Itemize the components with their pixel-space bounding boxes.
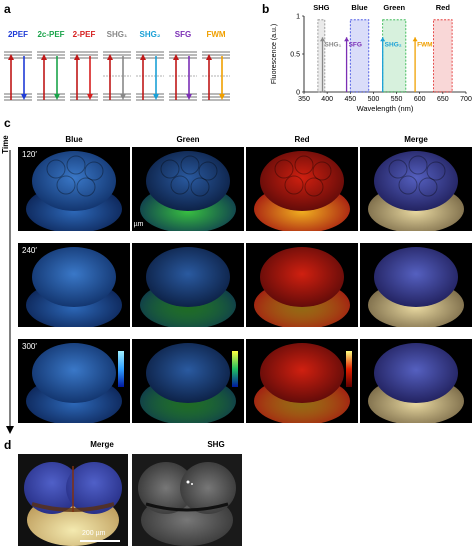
band-label-3: Red [436, 3, 451, 12]
image-merge-row2 [360, 339, 472, 423]
c-scale-text: 200 µm [132, 221, 144, 228]
colorbar-1 [232, 351, 238, 387]
panel-d-letter: d [4, 438, 12, 452]
excitation-arrowhead [107, 54, 113, 60]
d-shg-image [132, 454, 242, 546]
line-label-2: SHG₂ [385, 41, 402, 48]
line-head-3 [412, 37, 418, 42]
y-tick-label: 0 [296, 90, 300, 97]
emission-arrowhead [186, 94, 192, 100]
jablonski-label-6: FWM [206, 30, 226, 39]
x-tick-label: 650 [437, 96, 449, 103]
band-label-2: Green [383, 3, 405, 12]
image-green-row1 [132, 243, 244, 327]
panel-a-diagrams [4, 51, 230, 101]
excitation-arrowhead [173, 54, 179, 60]
jablonski-label-0: 2PEF [7, 30, 28, 39]
y-axis-title: Fluorescence (a.u.) [271, 24, 278, 84]
d-merge-image: 200 µm [18, 454, 128, 546]
line-head-2 [380, 37, 386, 42]
excitation-arrowhead [206, 54, 212, 60]
x-tick-label: 500 [368, 96, 380, 103]
x-tick-label: 400 [321, 96, 333, 103]
d-scale-text: 200 µm [82, 530, 106, 537]
line-head-1 [344, 37, 350, 42]
excitation-arrowhead [41, 54, 47, 60]
d-head-merge: Merge [90, 440, 114, 449]
image-red-row2 [246, 339, 358, 423]
jablonski-label-3: SHG₁ [106, 30, 128, 39]
x-tick-label: 600 [414, 96, 426, 103]
excitation-arrowhead [140, 54, 146, 60]
jablonski-label-5: SFG [174, 30, 192, 39]
col-head-red: Red [294, 135, 310, 144]
excitation-arrowhead [8, 54, 14, 60]
image-blue-row1: 240′ [18, 243, 130, 327]
excitation-arrowhead [74, 54, 80, 60]
image-red-row1 [246, 243, 358, 327]
col-head-merge: Merge [404, 135, 428, 144]
image-merge-row1 [360, 243, 472, 327]
jablonski-label-2: 2-PEF [72, 30, 96, 39]
band-label-0: SHG [313, 3, 329, 12]
colorbar-0 [118, 351, 124, 387]
colorbar-2 [346, 351, 352, 387]
emission-arrowhead [21, 94, 27, 100]
image-green-row0: 200 µm [132, 147, 244, 231]
band-3 [433, 19, 453, 93]
time-label-row0: 120′ [22, 150, 37, 159]
time-label-row1: 240′ [22, 246, 37, 255]
x-tick-label: 700 [460, 96, 472, 103]
band-2 [382, 19, 407, 93]
emission-arrowhead [120, 94, 126, 100]
x-tick-label: 450 [344, 96, 356, 103]
panel-c-letter: c [4, 116, 11, 130]
panel-b-letter: b [262, 2, 270, 16]
image-blue-row2: 300′ [18, 339, 130, 423]
jablonski-label-1: 2c-PEF [37, 30, 65, 39]
x-axis-title: Wavelength (nm) [357, 104, 414, 113]
jablonski-label-4: SHG₂ [139, 30, 161, 39]
emission-arrowhead [153, 94, 159, 100]
band-0 [317, 19, 326, 93]
image-red-row0 [246, 147, 358, 231]
band-label-1: Blue [351, 3, 367, 12]
col-head-blue: Blue [65, 135, 83, 144]
emission-arrowhead [87, 94, 93, 100]
emission-arrowhead [54, 94, 60, 100]
line-label-0: SHG₁ [325, 41, 342, 48]
line-label-1: SFG [349, 41, 362, 48]
panel-a-letter: a [4, 2, 11, 16]
panel-b-chart: 350 400 450 500 550 600 650 700 0 0.5 1 Wavelength … [271, 3, 472, 113]
line-head-0 [320, 37, 326, 42]
y-tick-label: 1 [296, 14, 300, 21]
col-head-green: Green [176, 135, 200, 144]
image-green-row2 [132, 339, 244, 423]
d-head-shg: SHG [207, 440, 225, 449]
band-1 [349, 19, 370, 93]
line-label-3: FWM [417, 41, 433, 48]
image-merge-row0 [360, 147, 472, 231]
y-tick-label: 0.5 [290, 52, 300, 59]
x-tick-label: 350 [298, 96, 310, 103]
time-label-row2: 300′ [22, 342, 37, 351]
time-arrow [6, 150, 14, 434]
emission-arrowhead [219, 94, 225, 100]
x-tick-label: 550 [391, 96, 403, 103]
image-blue-row0: 120′ [18, 147, 130, 231]
